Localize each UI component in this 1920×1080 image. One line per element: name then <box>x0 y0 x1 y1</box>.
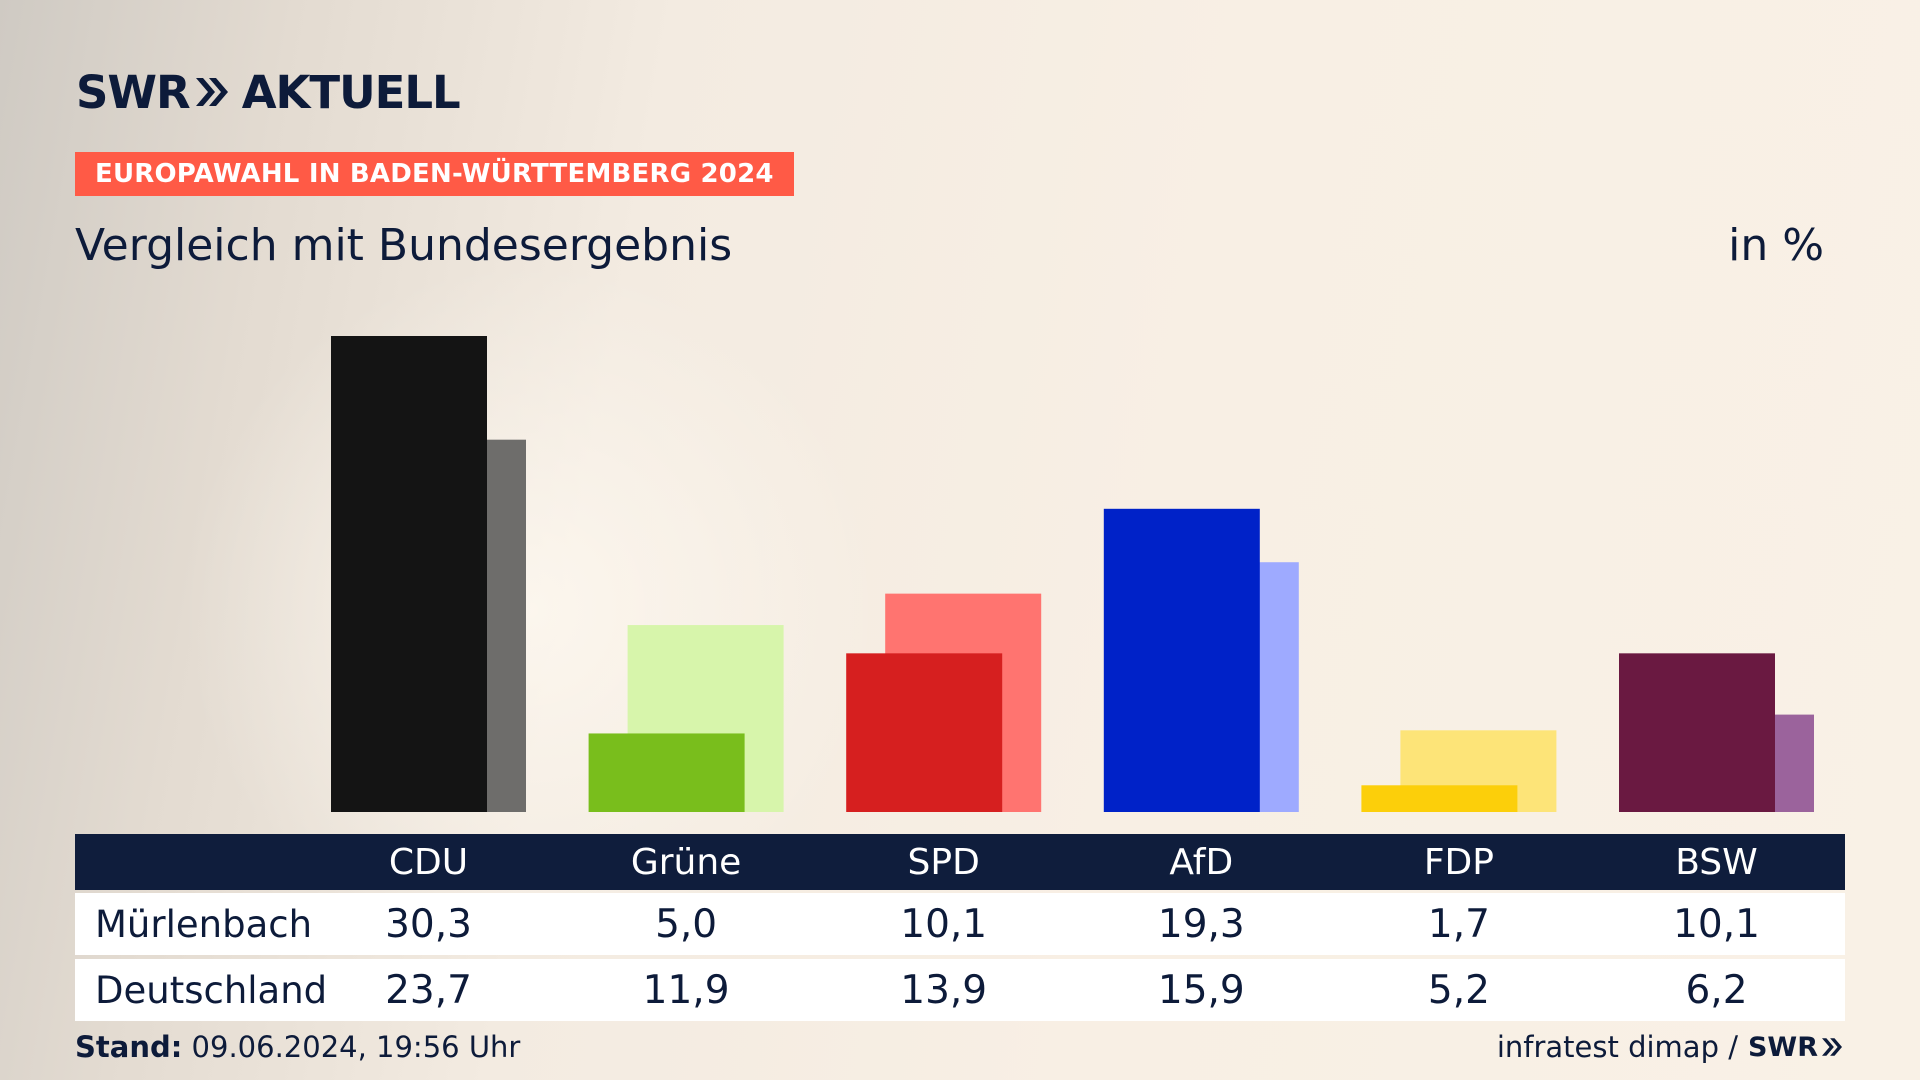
footer-logo-text: SWR <box>1747 1031 1818 1063</box>
party-header-spd: SPD <box>907 841 980 883</box>
value-cell-muerlenbach-cdu: 30,3 <box>385 901 472 947</box>
party-header-gruene: Grüne <box>630 841 742 883</box>
value-cell-deutschland-spd: 13,9 <box>900 967 988 1013</box>
row-label: Deutschland <box>95 968 328 1012</box>
double-chevron-icon <box>194 76 230 108</box>
table-header: CDU Grüne SPD AfD FDP BSW <box>75 834 1845 890</box>
logo-swr-text: SWR <box>76 65 191 119</box>
table-row: Deutschland 23,7 11,9 13,9 15,9 5,2 6,2 <box>75 959 1845 1021</box>
results-table: CDU Grüne SPD AfD FDP BSW Mürlenbach 30,3 5,0 1… <box>75 834 1845 1021</box>
bar-muerlenbach-gruene <box>588 733 745 812</box>
bar-muerlenbach-cdu <box>331 336 487 812</box>
chart-subtitle: Vergleich mit Bundesergebnis <box>75 220 733 271</box>
value-cell-deutschland-gruene: 11,9 <box>642 967 730 1013</box>
value-cell-deutschland-fdp: 5,2 <box>1427 967 1490 1013</box>
value-cell-deutschland-bsw: 6,2 <box>1685 967 1748 1013</box>
value-cell-muerlenbach-afd: 19,3 <box>1157 901 1245 947</box>
logo-aktuell-text: AKTUELL <box>241 65 461 119</box>
election-badge: EUROPAWAHL IN BADEN-WÜRTTEMBERG 2024 <box>75 152 794 196</box>
bar-muerlenbach-fdp <box>1361 785 1518 812</box>
source-credit: infratest dimap / SWR <box>1497 1030 1844 1064</box>
source-text: infratest dimap / <box>1496 1030 1738 1064</box>
value-cell-muerlenbach-fdp: 1,7 <box>1427 901 1490 947</box>
value-cell-deutschland-afd: 15,9 <box>1157 967 1245 1013</box>
party-header-afd: AfD <box>1169 841 1234 883</box>
unit-label: in % <box>1728 220 1824 271</box>
swr-footer-logo: SWR <box>1748 1032 1844 1063</box>
value-cell-muerlenbach-bsw: 10,1 <box>1673 901 1760 947</box>
stand-label: Stand: <box>75 1030 183 1064</box>
party-header-bsw: BSW <box>1675 841 1758 883</box>
value-cell-muerlenbach-spd: 10,1 <box>900 901 988 947</box>
value-cell-muerlenbach-gruene: 5,0 <box>655 901 718 947</box>
row-label: Mürlenbach <box>95 902 313 946</box>
table-row: Mürlenbach 30,3 5,0 10,1 19,3 1,7 10,1 <box>75 893 1845 955</box>
bar-muerlenbach-afd <box>1103 508 1260 812</box>
party-header-fdp: FDP <box>1423 841 1494 883</box>
swr-aktuell-logo: SWR AKTUELL <box>76 65 461 119</box>
party-header-cdu: CDU <box>388 841 469 883</box>
timestamp: Stand: 09.06.2024, 19:56 Uhr <box>75 1030 520 1064</box>
value-cell-deutschland-cdu: 23,7 <box>385 967 472 1013</box>
bar-muerlenbach-bsw <box>1619 653 1775 812</box>
stand-value: 09.06.2024, 19:56 Uhr <box>191 1030 521 1064</box>
bar-muerlenbach-spd <box>846 653 1003 812</box>
